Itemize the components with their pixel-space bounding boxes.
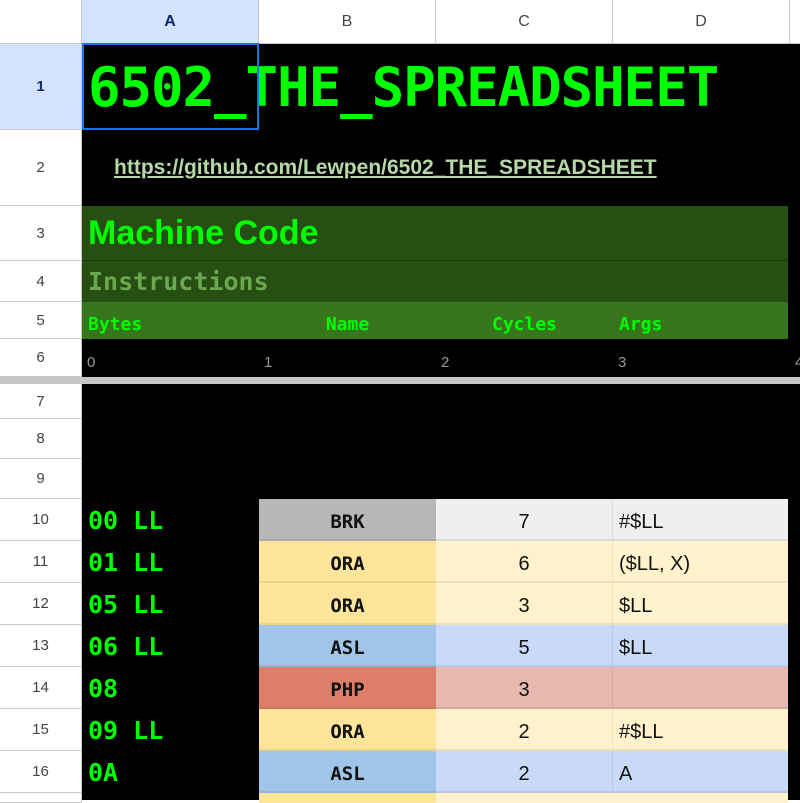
link-cell: https://github.com/Lewpen/6502_THE_SPREA… (82, 130, 800, 206)
select-all-corner[interactable] (0, 0, 82, 44)
cell-divider (82, 260, 788, 261)
opcode-bytes: 01 LL (88, 547, 164, 577)
opcode-bytes: 0A (88, 757, 119, 787)
row-header-12[interactable]: 12 (0, 583, 82, 625)
row-header-13[interactable]: 13 (0, 625, 82, 667)
row-header-11[interactable]: 11 (0, 541, 82, 583)
instruction-cycles: 6 (436, 541, 613, 583)
index-4: 4 (795, 353, 800, 371)
title-cell: 6502_THE_SPREADSHEET (88, 55, 719, 119)
instruction-args: #$LL (613, 709, 788, 751)
instruction-name: PHP (259, 667, 436, 709)
index-1: 1 (264, 353, 273, 371)
selected-cell-a1[interactable] (82, 43, 259, 130)
instruction-cycles: 2 (436, 751, 613, 793)
row-header-9[interactable]: 9 (0, 459, 82, 499)
opcode-bytes: 00 LL (88, 505, 164, 535)
instruction-name: ORA (259, 583, 436, 625)
instruction-args: A (613, 751, 788, 793)
opcode-bytes: 08 (88, 673, 119, 703)
instruction-name: ASL (259, 751, 436, 793)
instruction-args: #$LL (613, 499, 788, 541)
instruction-name: BRK (259, 499, 436, 541)
column-header-d[interactable]: D (613, 0, 790, 44)
row-header-10[interactable]: 10 (0, 499, 82, 541)
index-0: 0 (87, 353, 96, 371)
opcode-bytes: 06 LL (88, 631, 164, 661)
section-subtitle: Instructions (88, 267, 269, 296)
section-title: Machine Code (88, 214, 319, 252)
instruction-args (613, 667, 788, 709)
header-cycles: Cycles (491, 314, 558, 335)
row-header-2[interactable]: 2 (0, 130, 82, 206)
instruction-cycles: 2 (436, 709, 613, 751)
instruction-cycles: 3 (436, 583, 613, 625)
row-header-7[interactable]: 7 (0, 384, 82, 419)
instruction-cell (259, 793, 436, 803)
section-header (82, 206, 788, 302)
row-header-14[interactable]: 14 (0, 667, 82, 709)
row-header-1[interactable]: 1 (0, 44, 82, 130)
instruction-cycles: 5 (436, 625, 613, 667)
row-header-5[interactable]: 5 (0, 302, 82, 339)
index-2: 2 (441, 353, 450, 371)
row-header-15[interactable]: 15 (0, 709, 82, 751)
instruction-name: ORA (259, 709, 436, 751)
freeze-divider[interactable] (0, 377, 800, 384)
opcode-bytes: 09 LL (88, 715, 164, 745)
header-name: Name (325, 314, 370, 335)
row-header-6[interactable]: 6 (0, 339, 82, 377)
instruction-args: ($LL, X) (613, 541, 788, 583)
header-bytes: Bytes (88, 314, 143, 335)
instruction-args: $LL (613, 625, 788, 667)
column-header-a[interactable]: A (82, 0, 259, 44)
column-header-e[interactable] (790, 0, 800, 44)
column-header-b[interactable]: B (259, 0, 436, 44)
column-labels-row (82, 302, 788, 339)
index-3: 3 (618, 353, 627, 371)
instruction-cycles: 7 (436, 499, 613, 541)
row-header-17[interactable] (0, 793, 82, 803)
instruction-args: $LL (613, 583, 788, 625)
instruction-cell (436, 793, 613, 803)
github-link[interactable]: https://github.com/Lewpen/6502_THE_SPREA… (114, 156, 657, 179)
column-header-c[interactable]: C (436, 0, 613, 44)
row-header-16[interactable]: 16 (0, 751, 82, 793)
header-args: Args (619, 314, 663, 335)
row-header-4[interactable]: 4 (0, 261, 82, 302)
opcode-bytes: 05 LL (88, 589, 164, 619)
instruction-name: ASL (259, 625, 436, 667)
instruction-cell (613, 793, 788, 803)
instruction-cycles: 3 (436, 667, 613, 709)
row-header-3[interactable]: 3 (0, 206, 82, 261)
instruction-name: ORA (259, 541, 436, 583)
row-header-8[interactable]: 8 (0, 419, 82, 459)
